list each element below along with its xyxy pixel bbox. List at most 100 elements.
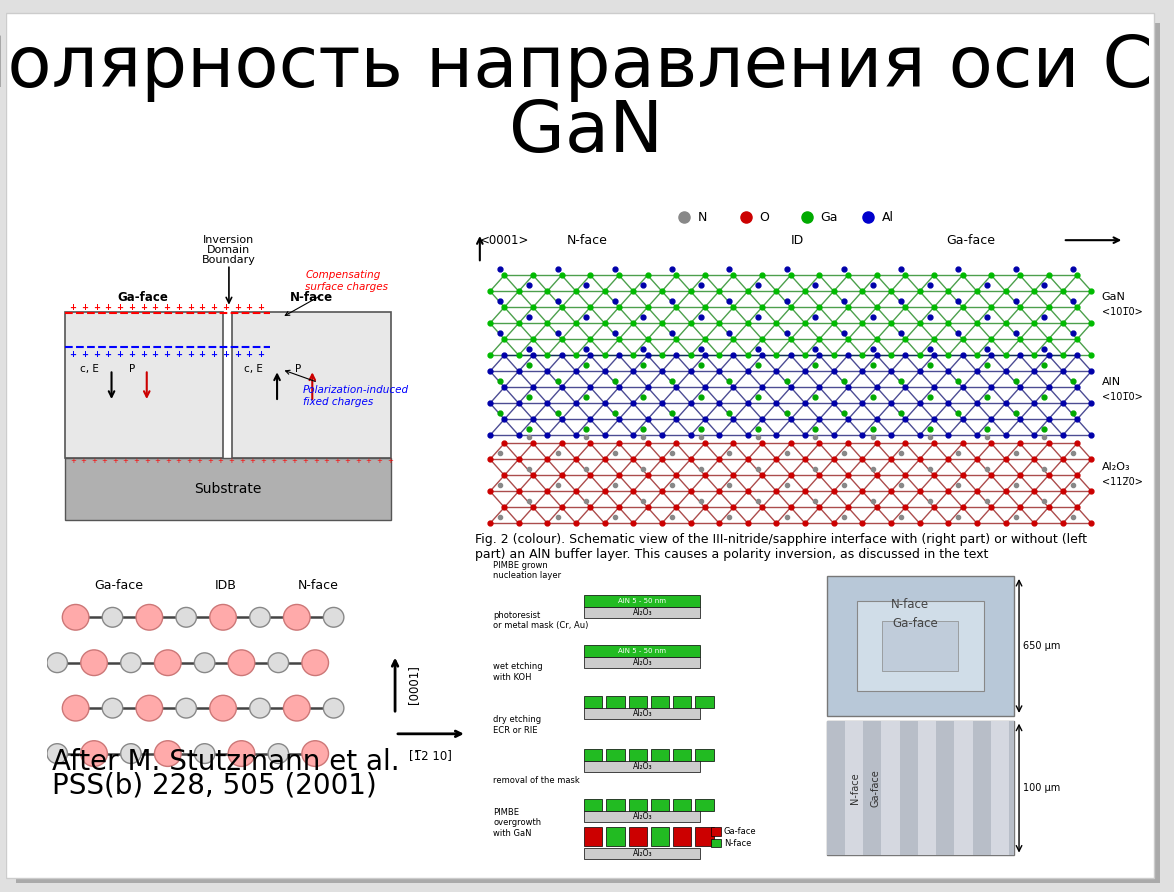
Circle shape — [121, 744, 141, 764]
Circle shape — [155, 650, 181, 675]
Text: +: + — [270, 458, 277, 464]
Circle shape — [283, 605, 310, 630]
Bar — [585, 607, 701, 618]
Text: +: + — [355, 458, 362, 464]
Text: +: + — [80, 458, 87, 464]
Text: +: + — [228, 458, 235, 464]
Bar — [585, 761, 701, 772]
Text: AlN 5 - 50 nm: AlN 5 - 50 nm — [619, 598, 667, 604]
Text: +: + — [234, 350, 241, 359]
Text: +: + — [140, 303, 147, 312]
Text: N-face: N-face — [290, 291, 332, 303]
Text: +: + — [257, 303, 264, 312]
Bar — [826, 721, 1014, 855]
Circle shape — [47, 744, 67, 764]
Text: +: + — [151, 350, 158, 359]
Text: +: + — [185, 458, 193, 464]
Text: +: + — [291, 458, 298, 464]
Circle shape — [136, 696, 163, 721]
Bar — [1008, 721, 1014, 855]
Bar — [628, 798, 647, 811]
Text: Ga-face: Ga-face — [946, 234, 996, 247]
Text: PIMBE
overgrowth
with GaN: PIMBE overgrowth with GaN — [493, 808, 541, 838]
Text: +: + — [163, 350, 170, 359]
Text: +: + — [93, 350, 100, 359]
Text: +: + — [104, 350, 112, 359]
Bar — [826, 721, 845, 855]
Text: 650 μm: 650 μm — [1023, 641, 1060, 651]
Bar — [628, 748, 647, 761]
Bar — [585, 848, 701, 860]
Circle shape — [210, 696, 236, 721]
Bar — [883, 621, 958, 671]
Bar — [65, 312, 223, 458]
Text: +: + — [90, 458, 97, 464]
Bar — [710, 827, 721, 836]
Text: N-face: N-face — [723, 839, 751, 848]
Circle shape — [228, 650, 255, 675]
Text: N-face: N-face — [298, 579, 339, 591]
Text: +: + — [222, 303, 229, 312]
Bar — [650, 696, 669, 707]
Circle shape — [302, 650, 329, 675]
Text: +: + — [333, 458, 340, 464]
Bar — [673, 696, 691, 707]
Circle shape — [47, 653, 67, 673]
Bar — [585, 811, 701, 822]
Text: GaN: GaN — [1101, 293, 1126, 302]
Text: c, E: c, E — [244, 365, 263, 375]
Bar — [954, 721, 972, 855]
Text: +: + — [122, 458, 129, 464]
Text: +: + — [198, 350, 205, 359]
Text: <112̅0>: <112̅0> — [1101, 477, 1142, 487]
Circle shape — [302, 740, 329, 766]
Text: +: + — [175, 303, 182, 312]
Circle shape — [323, 607, 344, 627]
Text: 100 μm: 100 μm — [1023, 783, 1060, 793]
Text: Al₂O₃: Al₂O₃ — [633, 658, 652, 667]
Text: GaN: GaN — [508, 98, 663, 167]
Bar — [972, 721, 991, 855]
Text: +: + — [69, 350, 76, 359]
Text: +: + — [93, 303, 100, 312]
Bar — [695, 696, 714, 707]
Text: After M. Stutzmann et al.: After M. Stutzmann et al. — [52, 748, 399, 776]
Circle shape — [176, 607, 196, 627]
Text: c, E: c, E — [80, 365, 99, 375]
Text: Polarization-induced
fixed charges: Polarization-induced fixed charges — [285, 370, 409, 407]
Bar — [606, 798, 625, 811]
Bar — [863, 721, 882, 855]
Text: Substrate: Substrate — [194, 483, 262, 496]
Text: wet etching
with KOH: wet etching with KOH — [493, 663, 542, 681]
Bar — [585, 645, 701, 657]
Text: +: + — [116, 303, 123, 312]
Text: +: + — [245, 350, 252, 359]
Circle shape — [62, 696, 89, 721]
Circle shape — [176, 698, 196, 718]
Text: +: + — [312, 458, 319, 464]
Bar — [232, 312, 391, 458]
Text: +: + — [376, 458, 383, 464]
Text: Al₂O₃: Al₂O₃ — [633, 812, 652, 821]
Circle shape — [136, 605, 163, 630]
Text: Полярность направления оси С в: Полярность направления оси С в — [0, 33, 1174, 102]
Text: PSS(b) 228, 505 (2001): PSS(b) 228, 505 (2001) — [52, 772, 377, 800]
Bar — [628, 827, 647, 847]
Bar — [991, 721, 1008, 855]
Text: +: + — [164, 458, 171, 464]
Text: +: + — [112, 458, 119, 464]
Bar — [826, 576, 1014, 715]
Bar — [585, 707, 701, 719]
Text: Inversion: Inversion — [203, 235, 255, 245]
Bar — [606, 827, 625, 847]
Text: +: + — [101, 458, 108, 464]
Text: +: + — [249, 458, 256, 464]
Bar — [673, 748, 691, 761]
Text: +: + — [116, 350, 123, 359]
Circle shape — [155, 740, 181, 766]
Text: +: + — [163, 303, 170, 312]
Text: [1̅2 10]: [1̅2 10] — [410, 748, 452, 762]
Circle shape — [195, 653, 215, 673]
Text: Al₂O₃: Al₂O₃ — [633, 849, 652, 858]
Text: dry etching
ECR or RIE: dry etching ECR or RIE — [493, 715, 541, 735]
